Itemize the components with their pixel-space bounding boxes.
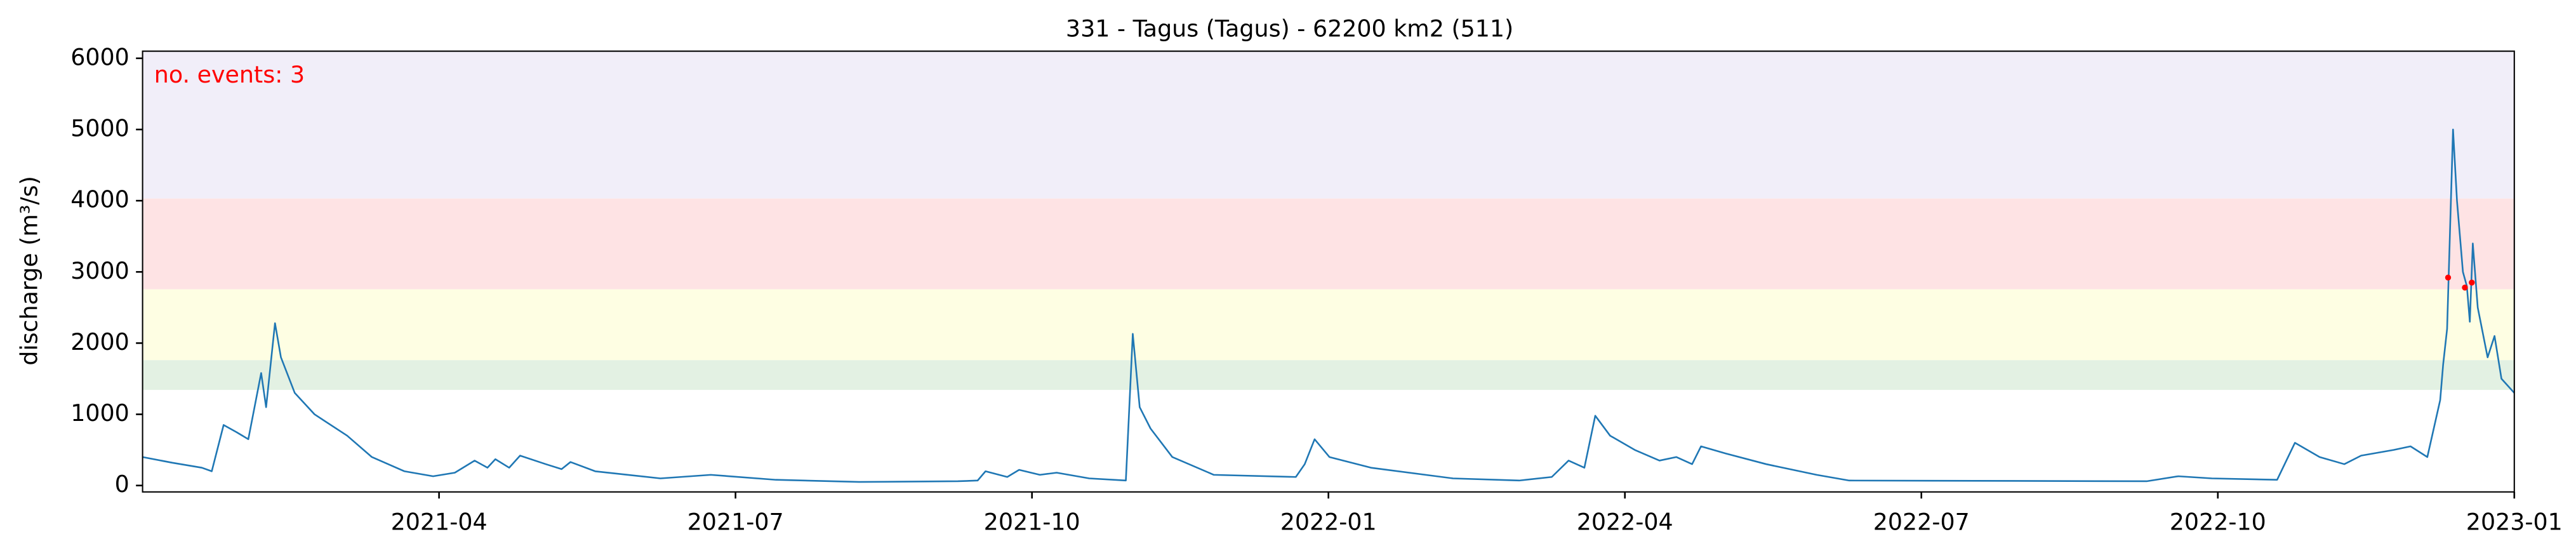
threshold-band: [142, 198, 2514, 290]
y-tick-label: 1000: [70, 399, 129, 427]
threshold-band: [142, 360, 2514, 390]
threshold-band: [142, 51, 2514, 199]
y-tick-label: 4000: [70, 186, 129, 213]
y-tick-label: 5000: [70, 114, 129, 142]
annotation: no. events: 3: [154, 61, 305, 88]
x-tick-label: 2022-04: [1577, 509, 1673, 536]
y-tick-label: 0: [115, 470, 129, 498]
plot-frame: [142, 50, 2515, 493]
event-point: [2445, 274, 2452, 281]
plot-area: [142, 51, 2515, 483]
x-tick-label: 2023-01: [2466, 509, 2563, 536]
discharge-line: [142, 128, 2515, 483]
y-tick-label: 6000: [70, 43, 129, 70]
chart-title: 331 - Tagus (Tagus) - 62200 km2 (511): [1066, 15, 1513, 42]
y-tick-label: 3000: [70, 257, 129, 284]
y-axis-label: discharge (m³/s): [15, 176, 43, 365]
x-tick-label: 2021-10: [984, 509, 1080, 536]
x-tick-label: 2021-07: [687, 509, 784, 536]
x-tick-label: 2021-04: [391, 509, 488, 536]
x-tick-label: 2022-10: [2170, 509, 2266, 536]
event-point: [2469, 279, 2475, 286]
threshold-band: [142, 289, 2514, 361]
event-point: [2462, 284, 2468, 291]
x-tick-label: 2022-07: [1873, 509, 1970, 536]
x-tick-label: 2022-01: [1280, 509, 1377, 536]
y-tick-label: 2000: [70, 328, 129, 356]
